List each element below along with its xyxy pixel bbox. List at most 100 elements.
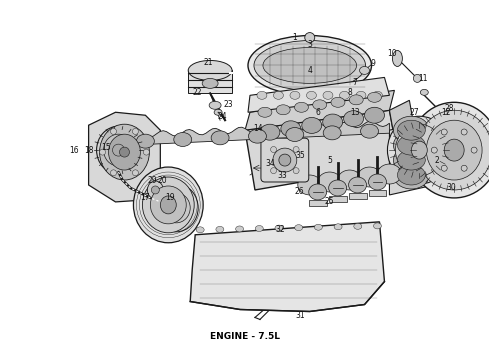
Ellipse shape <box>108 134 141 170</box>
Ellipse shape <box>412 141 427 159</box>
Ellipse shape <box>196 227 204 233</box>
Ellipse shape <box>120 147 129 157</box>
Text: 10: 10 <box>388 49 397 58</box>
Ellipse shape <box>315 224 322 230</box>
Ellipse shape <box>293 168 299 174</box>
Ellipse shape <box>393 131 429 159</box>
Ellipse shape <box>305 32 315 42</box>
Ellipse shape <box>354 223 362 229</box>
Ellipse shape <box>348 177 367 193</box>
Ellipse shape <box>306 91 317 99</box>
Bar <box>188 71 232 93</box>
Ellipse shape <box>343 111 364 127</box>
Ellipse shape <box>111 129 117 134</box>
Text: 23: 23 <box>223 100 233 109</box>
Ellipse shape <box>441 165 447 171</box>
Ellipse shape <box>174 132 192 147</box>
Polygon shape <box>309 200 327 206</box>
Polygon shape <box>190 222 385 311</box>
Ellipse shape <box>431 147 437 153</box>
Polygon shape <box>348 193 367 199</box>
Text: 11: 11 <box>418 74 428 83</box>
Ellipse shape <box>257 91 267 99</box>
Text: 14: 14 <box>253 124 263 133</box>
Text: 29: 29 <box>147 176 157 185</box>
Ellipse shape <box>254 41 366 90</box>
Ellipse shape <box>471 147 477 153</box>
Ellipse shape <box>373 223 382 229</box>
Ellipse shape <box>323 91 333 99</box>
Polygon shape <box>89 112 160 202</box>
Ellipse shape <box>260 124 280 140</box>
Text: 12: 12 <box>441 108 451 117</box>
Ellipse shape <box>188 60 232 80</box>
Ellipse shape <box>160 196 176 214</box>
Text: 1: 1 <box>293 33 297 42</box>
Ellipse shape <box>395 124 443 176</box>
Polygon shape <box>248 77 390 112</box>
Ellipse shape <box>270 147 276 153</box>
Ellipse shape <box>236 226 244 232</box>
Text: 17: 17 <box>141 193 150 202</box>
Ellipse shape <box>329 180 346 196</box>
Ellipse shape <box>318 172 342 192</box>
Ellipse shape <box>136 134 154 148</box>
Ellipse shape <box>340 91 349 99</box>
Text: 21: 21 <box>203 58 213 67</box>
Ellipse shape <box>211 131 229 145</box>
Ellipse shape <box>397 135 425 155</box>
Ellipse shape <box>388 116 451 184</box>
Ellipse shape <box>393 146 429 174</box>
Text: ENGINE - 7.5L: ENGINE - 7.5L <box>210 332 280 341</box>
Text: 7: 7 <box>352 78 357 87</box>
Ellipse shape <box>409 102 490 198</box>
Ellipse shape <box>279 154 291 166</box>
Text: 16: 16 <box>69 145 78 154</box>
Text: 2: 2 <box>435 156 440 165</box>
Ellipse shape <box>147 181 163 199</box>
Ellipse shape <box>248 129 267 143</box>
Ellipse shape <box>393 116 429 144</box>
Ellipse shape <box>397 165 425 185</box>
Polygon shape <box>245 90 394 130</box>
Text: 20: 20 <box>157 176 167 185</box>
Ellipse shape <box>377 164 401 184</box>
Ellipse shape <box>372 91 383 99</box>
Polygon shape <box>390 120 434 195</box>
Text: 28: 28 <box>444 104 454 113</box>
Ellipse shape <box>313 100 327 110</box>
Ellipse shape <box>216 226 224 232</box>
Text: 22: 22 <box>193 88 202 97</box>
Ellipse shape <box>143 177 194 233</box>
Text: 25: 25 <box>325 197 335 206</box>
Ellipse shape <box>293 147 299 153</box>
Polygon shape <box>390 100 419 165</box>
Ellipse shape <box>349 95 363 105</box>
Text: 34: 34 <box>265 158 275 167</box>
Ellipse shape <box>290 91 300 99</box>
Text: 24: 24 <box>217 112 227 121</box>
Polygon shape <box>329 196 346 202</box>
Ellipse shape <box>154 184 198 232</box>
Ellipse shape <box>302 117 322 134</box>
Ellipse shape <box>270 168 276 174</box>
Ellipse shape <box>263 48 357 84</box>
Ellipse shape <box>441 129 447 135</box>
Ellipse shape <box>338 170 362 190</box>
Ellipse shape <box>461 129 467 135</box>
Ellipse shape <box>309 184 327 200</box>
FancyBboxPatch shape <box>261 138 309 182</box>
Ellipse shape <box>111 170 117 176</box>
Ellipse shape <box>255 225 263 231</box>
Text: 19: 19 <box>166 193 175 202</box>
Ellipse shape <box>286 127 304 141</box>
Ellipse shape <box>416 110 490 190</box>
Text: 18: 18 <box>84 145 94 154</box>
Ellipse shape <box>103 134 133 166</box>
Ellipse shape <box>392 50 402 67</box>
Text: 5: 5 <box>327 156 332 165</box>
Ellipse shape <box>162 193 190 223</box>
Ellipse shape <box>393 161 429 189</box>
Ellipse shape <box>113 144 124 156</box>
Text: 33: 33 <box>277 171 287 180</box>
